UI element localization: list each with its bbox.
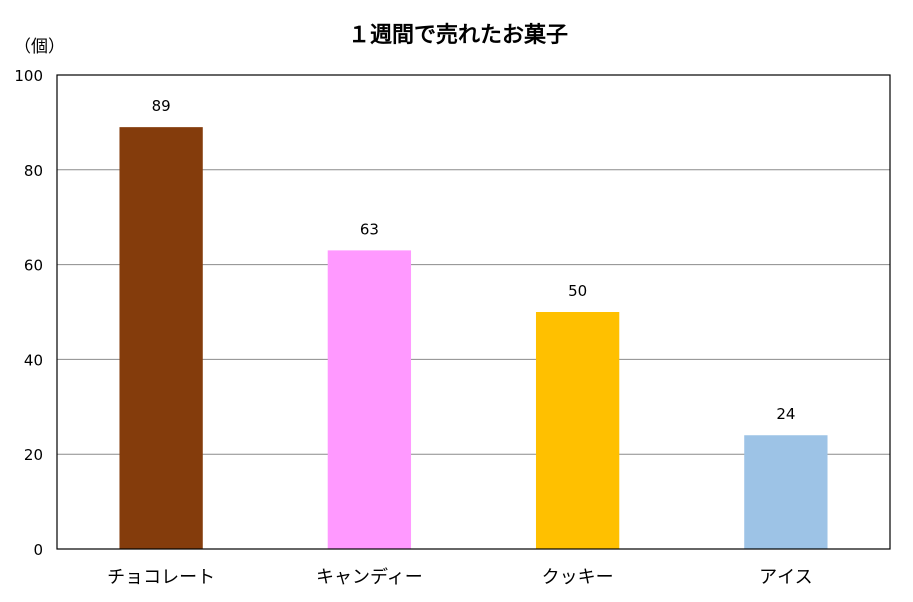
bar bbox=[535, 312, 620, 549]
data-label: 50 bbox=[568, 282, 587, 300]
x-category-label: キャンディー bbox=[316, 567, 423, 588]
x-axis-categories: チョコレート キャンディー クッキー アイス bbox=[107, 567, 812, 588]
bar bbox=[119, 127, 203, 549]
data-label: 63 bbox=[360, 220, 379, 238]
y-tick-label: 100 bbox=[14, 67, 43, 85]
data-labels: 89 63 50 24 bbox=[152, 97, 796, 423]
x-category-label: チョコレート bbox=[107, 567, 215, 588]
bar bbox=[327, 250, 412, 549]
bar bbox=[744, 435, 828, 549]
data-label: 89 bbox=[152, 97, 171, 115]
bars bbox=[119, 127, 828, 549]
y-tick-label: 60 bbox=[24, 257, 43, 275]
chart-title: １週間で売れたお菓子 bbox=[348, 22, 568, 48]
y-axis-ticks: 0 20 40 60 80 100 bbox=[14, 67, 43, 559]
y-tick-label: 20 bbox=[24, 446, 43, 464]
y-axis-unit-label: （個） bbox=[14, 37, 65, 57]
plot-area-frame bbox=[56, 74, 891, 550]
data-label: 24 bbox=[776, 405, 795, 423]
x-category-label: アイス bbox=[759, 567, 812, 588]
y-tick-label: 0 bbox=[33, 541, 43, 559]
x-category-label: クッキー bbox=[542, 567, 614, 588]
y-tick-label: 40 bbox=[24, 351, 43, 369]
y-tick-label: 80 bbox=[24, 162, 43, 180]
